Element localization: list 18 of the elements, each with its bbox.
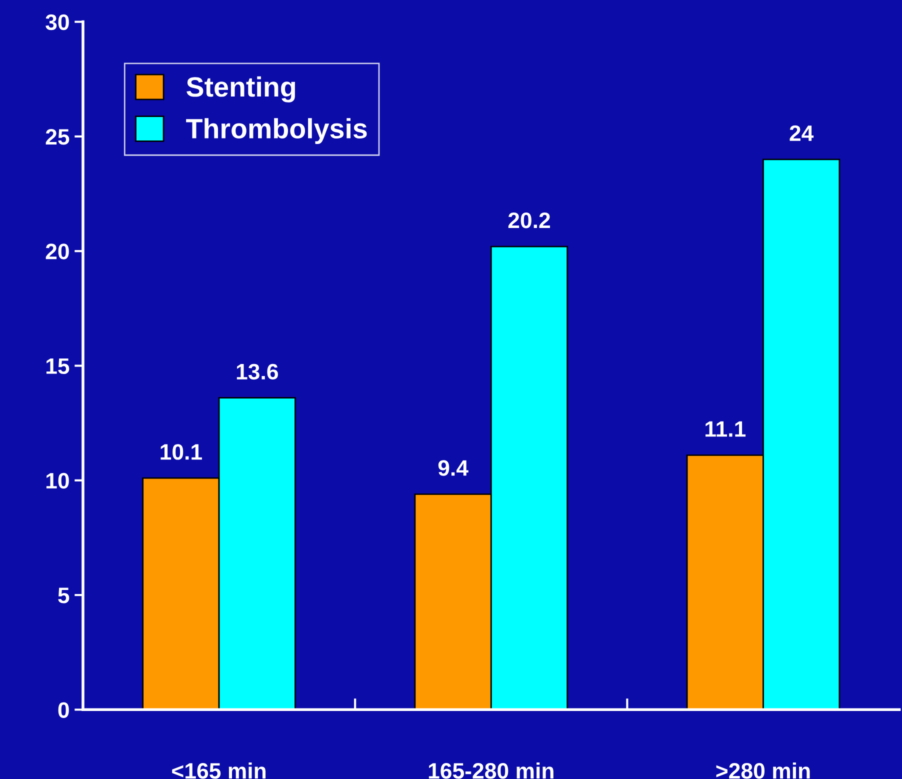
y-tick-label: 15 (46, 358, 70, 374)
y-tick-label: 10 (46, 472, 69, 489)
y-tick-label: 20 (46, 244, 69, 260)
legend-label: Stenting (186, 76, 295, 102)
y-tick-label: 30 (46, 14, 69, 30)
data-label: 20.2 (508, 212, 550, 228)
data-label: 9.4 (438, 460, 468, 476)
data-label: 13.6 (236, 364, 278, 380)
x-tick-label: >280 min (716, 762, 810, 779)
data-label: 10.1 (160, 444, 202, 460)
x-tick-label: <165 min (172, 762, 266, 779)
data-label: 11.1 (706, 421, 746, 437)
y-tick-label: 25 (46, 128, 70, 145)
legend-label: Thrombolysis (186, 118, 367, 144)
data-label: 24 (790, 125, 814, 141)
x-tick-label: 165-280 min (428, 762, 554, 779)
y-tick-label: 0 (58, 702, 69, 718)
y-tick-label: 5 (58, 588, 70, 604)
